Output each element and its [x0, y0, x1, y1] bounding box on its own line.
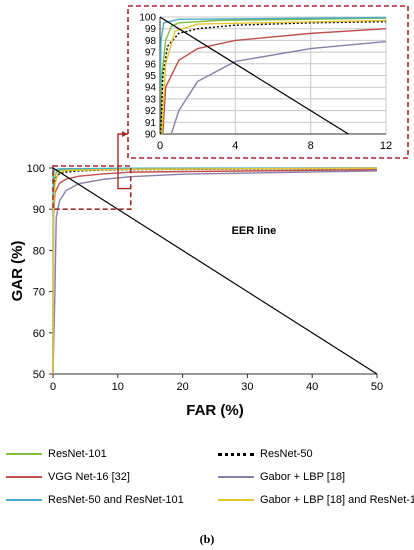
- eer-line: [52, 167, 378, 375]
- legend-label: Gabor + LBP [18] and ResNet-101: [260, 494, 414, 506]
- inset-y-tick-label: 95: [145, 71, 157, 82]
- y-tick-label: 60: [33, 328, 45, 340]
- eer-line-label: EER line: [232, 225, 277, 237]
- inset-series-line-gabor-lbp-18-: [170, 40, 386, 134]
- legend-swatch: [218, 476, 254, 478]
- zoom-connector-arrowhead: [122, 131, 128, 137]
- legend-swatch: [6, 476, 42, 478]
- legend-swatch: [6, 453, 42, 455]
- x-axis-label: FAR (%): [186, 402, 244, 419]
- inset-eer-line: [160, 16, 349, 134]
- legend-item-vgg: VGG Net-16 [32]: [6, 471, 130, 483]
- inset-series-line-resnet-50-and-resnet-101: [160, 16, 386, 88]
- legend-swatch: [6, 499, 42, 501]
- zoom-region-box: [52, 165, 132, 211]
- legend-label: ResNet-101: [48, 448, 107, 460]
- inset-y-tick-label: 98: [145, 36, 157, 47]
- x-tick-label: 0: [50, 381, 56, 393]
- y-tick-label: 80: [33, 245, 45, 257]
- y-axis-label: GAR (%): [9, 241, 26, 302]
- x-tick-label: 50: [371, 381, 383, 393]
- legend-label: ResNet-50 and ResNet-101: [48, 494, 184, 506]
- inset-y-tick-label: 96: [145, 59, 157, 70]
- inset-series-line-gabor-lbp-18-and-resnet-101: [161, 19, 386, 134]
- inset-y-tick-label: 92: [145, 106, 157, 117]
- x-tick-label: 20: [176, 381, 188, 393]
- inset-x-tick-label: 0: [157, 140, 163, 152]
- y-tick-label: 50: [33, 369, 45, 381]
- inset-y-tick-label: 91: [145, 118, 157, 129]
- legend-item-resnet50-and-101: ResNet-50 and ResNet-101: [6, 494, 184, 506]
- legend-item-resnet101: ResNet-101: [6, 448, 107, 460]
- y-tick-label: 90: [33, 204, 45, 216]
- inset-y-tick-label: 100: [139, 13, 156, 24]
- y-tick-label: 70: [33, 287, 45, 299]
- inset-y-tick-label: 93: [145, 94, 157, 105]
- series-line-resnet-50-and-resnet-101: [52, 167, 378, 375]
- inset-y-tick-label: 97: [145, 48, 157, 59]
- inset-x-tick-label: 12: [380, 140, 392, 152]
- inset-series-group: [160, 16, 386, 134]
- series-line-gabor-lbp-18-: [52, 170, 378, 375]
- legend-item-gabor-lbp-and-resnet101: Gabor + LBP [18] and ResNet-101: [218, 494, 414, 506]
- inset-y-tick-label: 94: [145, 83, 157, 94]
- x-tick-label: 30: [241, 381, 253, 393]
- x-tick-label: 10: [112, 381, 124, 393]
- y-tick-label: 100: [27, 163, 45, 175]
- chart-legend: ResNet-101 ResNet-50 VGG Net-16 [32] Gab…: [0, 440, 414, 520]
- inset-x-tick-label: 8: [308, 140, 314, 152]
- legend-item-resnet50: ResNet-50: [218, 448, 313, 460]
- inset-series-line-resnet-50: [160, 20, 386, 134]
- legend-label: Gabor + LBP [18]: [260, 471, 346, 483]
- legend-item-gabor-lbp: Gabor + LBP [18]: [218, 471, 345, 483]
- figure-caption: (b): [199, 532, 215, 546]
- inset-x-tick-label: 4: [232, 140, 238, 152]
- inset-series-line-resnet-101: [160, 17, 386, 134]
- x-tick-label: 40: [306, 381, 318, 393]
- inset-series-line-vgg-net-16-32-: [162, 28, 386, 134]
- inset-y-tick-label: 99: [145, 24, 157, 35]
- legend-label: VGG Net-16 [32]: [48, 471, 130, 483]
- legend-swatch: [218, 452, 254, 456]
- inset-y-tick-label: 90: [145, 130, 157, 141]
- legend-label: ResNet-50: [260, 448, 313, 460]
- legend-swatch: [218, 499, 254, 501]
